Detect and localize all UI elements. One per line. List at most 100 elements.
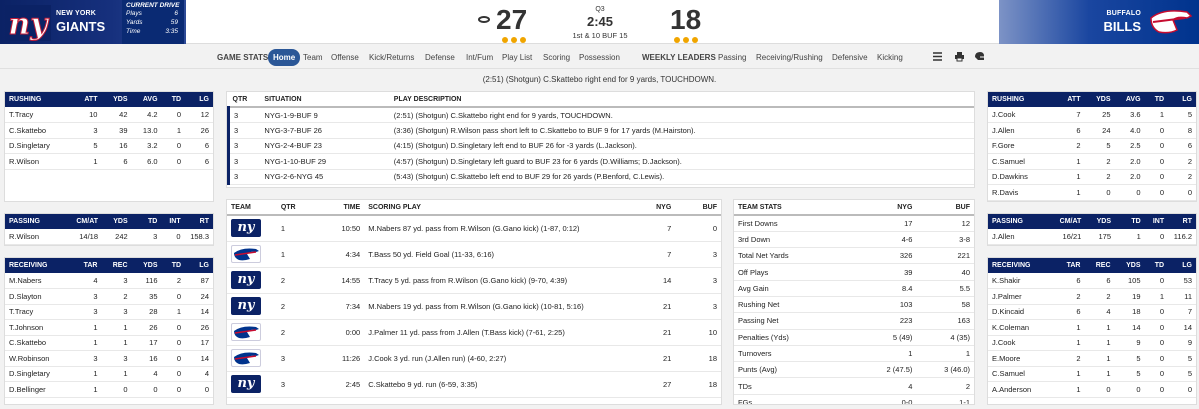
column-header[interactable]: PLAY DESCRIPTION bbox=[389, 92, 974, 108]
row-label-cell bbox=[227, 345, 277, 372]
column-header[interactable]: NYG bbox=[629, 200, 676, 216]
column-header[interactable]: TD bbox=[1144, 92, 1169, 107]
row-label-cell bbox=[227, 319, 277, 346]
column-header[interactable]: SCORING PLAY bbox=[364, 200, 630, 216]
menu-icon[interactable] bbox=[932, 51, 943, 62]
column-header[interactable]: RUSHING bbox=[988, 92, 1055, 107]
scoring-plays-table: TEAM QTR TIME SCORING PLAY NYG BUF ny 1 10:50 M.N… bbox=[227, 200, 721, 398]
drive-yards: 59 bbox=[170, 19, 178, 26]
column-header[interactable]: TD bbox=[1144, 258, 1169, 273]
game-stats-label: GAME STATS bbox=[217, 53, 269, 62]
column-header[interactable]: TIME bbox=[324, 200, 365, 216]
tab-receiving-rushing[interactable]: Receiving/Rushing bbox=[756, 53, 823, 62]
column-header[interactable]: SITUATION bbox=[260, 92, 390, 108]
table-cell: 0 bbox=[161, 381, 186, 398]
tab-offense[interactable]: Offense bbox=[331, 53, 359, 62]
print-icon[interactable] bbox=[954, 51, 965, 62]
column-header[interactable]: LG bbox=[1168, 92, 1196, 107]
column-header[interactable]: PASSING bbox=[988, 214, 1054, 229]
tab-home[interactable]: Home bbox=[268, 49, 301, 66]
scoreboard-header: ny NEW YORK GIANTS CURRENT DRIVE Plays 6 … bbox=[0, 0, 1199, 44]
column-header[interactable]: TD bbox=[161, 92, 186, 107]
column-header[interactable]: INT bbox=[1144, 214, 1169, 229]
column-header[interactable]: TD bbox=[1115, 214, 1145, 229]
column-header[interactable]: LG bbox=[185, 92, 213, 107]
column-header[interactable]: RT bbox=[184, 214, 213, 229]
table-cell: 1-1 bbox=[916, 394, 974, 404]
column-header[interactable]: BUF bbox=[675, 200, 721, 216]
table-cell: 0 bbox=[161, 153, 186, 170]
tab-int-fum[interactable]: Int/Fum bbox=[466, 53, 494, 62]
column-header[interactable]: REC bbox=[101, 258, 132, 273]
column-header[interactable]: NYG bbox=[852, 200, 917, 216]
table-cell: 21 bbox=[629, 319, 676, 346]
column-header[interactable]: AVG bbox=[131, 92, 162, 107]
tab-kicking[interactable]: Kicking bbox=[877, 53, 903, 62]
column-header[interactable]: LG bbox=[185, 258, 213, 273]
column-header[interactable]: RECEIVING bbox=[988, 258, 1055, 273]
table-cell: 0 bbox=[1144, 184, 1169, 201]
table-cell: 1 bbox=[71, 381, 102, 398]
tab-scoring[interactable]: Scoring bbox=[543, 53, 571, 62]
table-cell: 6 bbox=[185, 138, 213, 154]
column-header[interactable]: YDS bbox=[101, 92, 132, 107]
column-header[interactable]: PASSING bbox=[5, 214, 71, 229]
column-header[interactable]: TAR bbox=[71, 258, 102, 273]
ny-passing-table: PASSING CM/AT YDS TD INT RT R.Wilson 14/18 242 3 0… bbox=[5, 214, 213, 245]
table-cell: 1 bbox=[71, 335, 102, 351]
table-cell: T.Bass 50 yd. Field Goal (11-33, 6:16) bbox=[364, 241, 630, 268]
table-cell: 0 bbox=[1144, 169, 1169, 185]
column-header[interactable]: YDS bbox=[1114, 258, 1145, 273]
column-header[interactable]: YDS bbox=[1084, 92, 1115, 107]
tab-possession[interactable]: Possession bbox=[579, 53, 620, 62]
table-cell: 0 bbox=[1114, 381, 1145, 398]
tab-passing[interactable]: Passing bbox=[718, 53, 747, 62]
row-label-cell bbox=[227, 241, 277, 268]
column-header[interactable]: TD bbox=[161, 258, 186, 273]
tab-kick-returns[interactable]: Kick/Returns bbox=[369, 53, 415, 62]
column-header[interactable]: QTR bbox=[276, 200, 325, 216]
column-header[interactable]: REC bbox=[1084, 258, 1115, 273]
column-header[interactable]: YDS bbox=[131, 258, 162, 273]
column-header[interactable]: YDS bbox=[1085, 214, 1116, 229]
tab-defensive[interactable]: Defensive bbox=[832, 53, 868, 62]
column-header[interactable]: ATT bbox=[71, 92, 102, 107]
column-header[interactable]: TEAM STATS bbox=[734, 200, 853, 216]
column-header[interactable]: ATT bbox=[1054, 92, 1085, 107]
column-header[interactable]: TD bbox=[131, 214, 162, 229]
tab-defense[interactable]: Defense bbox=[425, 53, 455, 62]
table-row: T.Tracy 10 42 4.2 0 12 bbox=[5, 107, 213, 123]
column-header[interactable]: QTR bbox=[228, 92, 261, 108]
table-cell: 1 bbox=[1144, 288, 1169, 305]
tab-play-list[interactable]: Play List bbox=[502, 53, 533, 62]
table-cell: 0 bbox=[101, 381, 132, 398]
column-header[interactable]: CM/AT bbox=[70, 214, 103, 229]
column-header[interactable]: RT bbox=[1168, 214, 1196, 229]
table-cell: 0 bbox=[161, 229, 185, 245]
table-cell: 1 bbox=[1084, 319, 1115, 336]
row-label-cell: C.Skattebo bbox=[5, 122, 72, 139]
column-header[interactable]: RECEIVING bbox=[5, 258, 72, 273]
column-header[interactable]: TEAM bbox=[227, 200, 277, 216]
row-label-cell: ny bbox=[227, 371, 277, 398]
giants-team-logo: ny bbox=[231, 297, 261, 315]
table-cell: 3 bbox=[276, 371, 325, 398]
table-cell: 17 bbox=[852, 215, 917, 232]
column-header[interactable]: RUSHING bbox=[5, 92, 72, 107]
table-cell: 13.0 bbox=[131, 122, 162, 139]
ny-rushing-panel: RUSHING ATT YDS AVG TD LG T.Tracy 10 42 4.2 0 12 C.S… bbox=[4, 91, 214, 202]
column-header[interactable]: BUF bbox=[916, 200, 974, 216]
column-header[interactable]: AVG bbox=[1114, 92, 1145, 107]
tab-team[interactable]: Team bbox=[303, 53, 323, 62]
helmet-icon[interactable] bbox=[974, 51, 985, 62]
column-header[interactable]: INT bbox=[161, 214, 185, 229]
bills-team-logo bbox=[231, 245, 261, 263]
column-header[interactable]: LG bbox=[1168, 258, 1196, 273]
column-header[interactable]: YDS bbox=[102, 214, 132, 229]
table-cell: 326 bbox=[852, 247, 917, 265]
row-label-cell: R.Wilson bbox=[5, 153, 72, 170]
table-cell: NYG-3-7-BUF 26 bbox=[260, 122, 390, 139]
table-row: ny 1 10:50 M.Nabers 87 yd. pass from R.Wils… bbox=[227, 215, 721, 242]
column-header[interactable]: TAR bbox=[1054, 258, 1085, 273]
column-header[interactable]: CM/AT bbox=[1053, 214, 1086, 229]
